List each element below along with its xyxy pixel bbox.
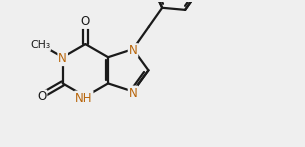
Text: O: O [37, 90, 46, 103]
Text: N: N [129, 86, 137, 100]
Text: NH: NH [75, 92, 92, 105]
Text: N: N [58, 52, 67, 65]
Text: N: N [129, 44, 137, 57]
Text: CH₃: CH₃ [30, 40, 50, 50]
Text: O: O [81, 15, 90, 28]
